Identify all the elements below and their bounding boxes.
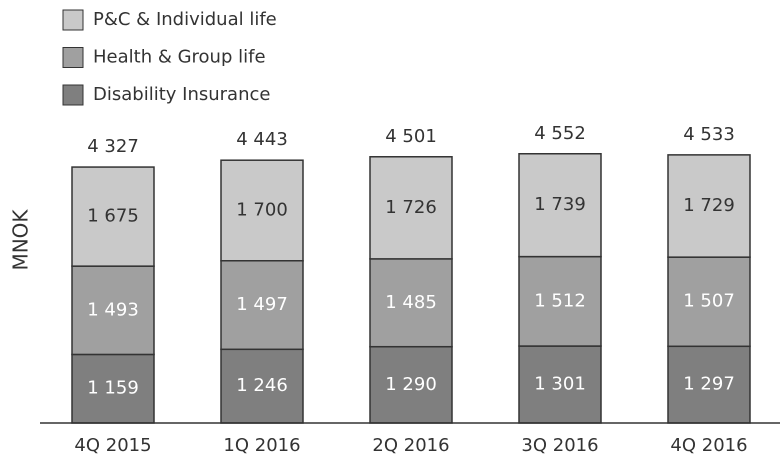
bar-segment	[667, 154, 751, 258]
legend-label: Disability Insurance	[93, 84, 270, 105]
x-tick-label: 1Q 2016	[223, 435, 300, 456]
legend-label: P&C & Individual life	[93, 9, 277, 30]
x-tick-label: 4Q 2015	[74, 435, 151, 456]
bar-segment	[220, 159, 304, 262]
segment-label: 1 290	[385, 374, 437, 395]
total-label: 4 501	[385, 126, 437, 147]
total-label: 4 327	[87, 136, 139, 157]
segment-label: 1 512	[534, 290, 586, 311]
x-tick-label: 4Q 2016	[670, 435, 747, 456]
bar-segment	[71, 166, 155, 267]
segment-label: 1 493	[87, 299, 139, 320]
segment-label: 1 507	[683, 291, 735, 312]
legend-swatch	[62, 84, 84, 106]
legend-label: Health & Group life	[93, 47, 266, 68]
bar-segment	[518, 255, 602, 347]
segment-label: 1 485	[385, 292, 437, 313]
total-label: 4 443	[236, 129, 288, 150]
bar-segment	[220, 260, 304, 351]
bar-segment	[518, 153, 602, 258]
segment-label: 1 739	[534, 194, 586, 215]
bar-segment	[71, 353, 155, 424]
bar-segment	[518, 345, 602, 424]
total-label: 4 552	[534, 123, 586, 144]
segment-label: 1 726	[385, 197, 437, 218]
y-axis-label: MNOK	[9, 209, 33, 271]
legend-swatch	[62, 47, 84, 68]
total-label: 4 533	[683, 124, 735, 145]
bar-segment	[369, 258, 453, 348]
segment-label: 1 297	[683, 374, 735, 395]
segment-label: 1 301	[534, 374, 586, 395]
segment-label: 1 159	[87, 378, 139, 399]
segment-label: 1 729	[683, 195, 735, 216]
bar-segment	[369, 156, 453, 260]
x-tick-label: 3Q 2016	[521, 435, 598, 456]
bar-segment	[71, 265, 155, 356]
segment-label: 1 497	[236, 294, 288, 315]
legend-swatch	[62, 9, 84, 31]
bar-segment	[220, 348, 304, 424]
segment-label: 1 246	[236, 375, 288, 396]
segment-label: 1 700	[236, 199, 288, 220]
x-tick-label: 2Q 2016	[372, 435, 449, 456]
segment-label: 1 675	[87, 206, 139, 227]
